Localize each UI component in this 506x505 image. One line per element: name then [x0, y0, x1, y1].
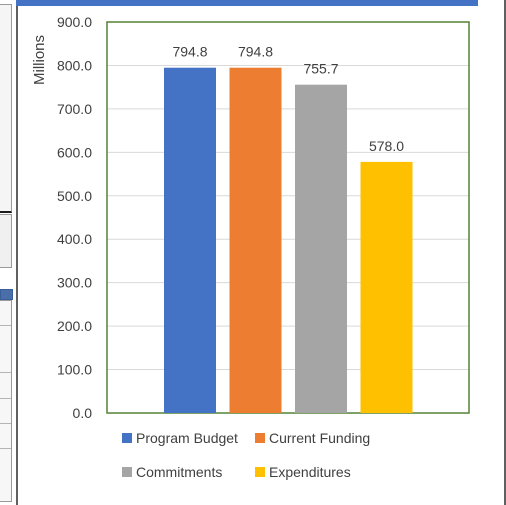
y-tick-label: 700.0 — [57, 101, 92, 117]
data-label: 755.7 — [303, 61, 338, 77]
data-label: 578.0 — [369, 138, 404, 154]
divider — [0, 448, 11, 449]
divider — [0, 423, 11, 424]
plot-area-border — [106, 21, 470, 414]
legend-label: Expenditures — [269, 464, 351, 480]
legend-label: Current Funding — [269, 430, 370, 446]
y-tick-label: 200.0 — [57, 318, 92, 334]
divider — [0, 325, 11, 326]
y-tick-label: 100.0 — [57, 362, 92, 378]
legend-swatch — [122, 433, 132, 443]
y-tick-label: 800.0 — [57, 57, 92, 73]
data-label: 794.8 — [238, 44, 273, 60]
legend-label: Program Budget — [136, 430, 238, 446]
bar — [360, 161, 413, 413]
divider — [0, 372, 11, 373]
bar — [295, 84, 347, 413]
divider — [0, 398, 11, 399]
y-tick-label: 400.0 — [57, 231, 92, 247]
data-label: 794.8 — [172, 44, 207, 60]
y-tick-label: 900.0 — [57, 14, 92, 30]
adjacent-window-fragment — [0, 4, 12, 213]
y-tick-label: 600.0 — [57, 144, 92, 160]
adjacent-window-fragment — [0, 214, 12, 268]
adjacent-window-titlebar-fragment — [0, 289, 13, 300]
legend-label: Commitments — [136, 464, 222, 480]
y-tick-label: 300.0 — [57, 275, 92, 291]
bar — [164, 67, 216, 413]
y-tick-label: 0.0 — [73, 405, 93, 421]
bar — [229, 67, 282, 413]
legend-swatch — [122, 467, 132, 477]
legend-swatch — [255, 467, 265, 477]
y-tick-label: 500.0 — [57, 188, 92, 204]
legend-swatch — [255, 433, 265, 443]
panel-top-bar — [16, 0, 478, 6]
adjacent-window-fragment — [0, 300, 12, 502]
y-axis-label: Millions — [31, 35, 48, 85]
